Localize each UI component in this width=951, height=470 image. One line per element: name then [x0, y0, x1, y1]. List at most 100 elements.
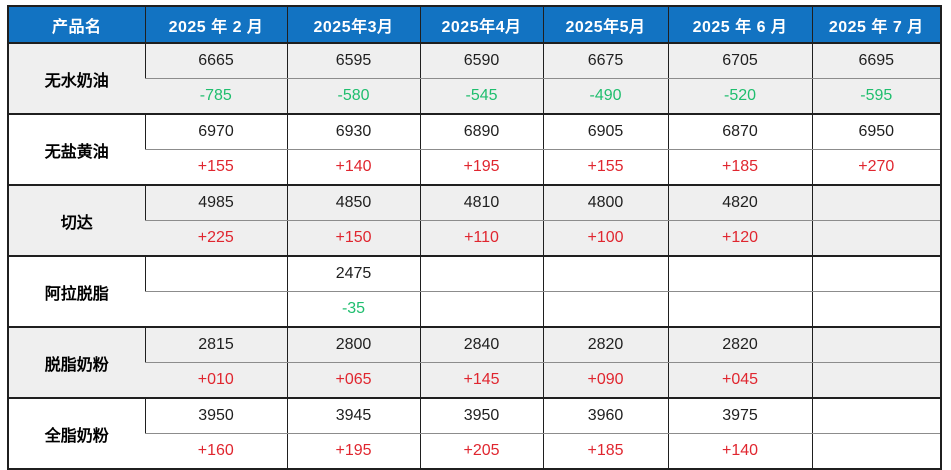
change-cell: -785 — [145, 78, 287, 115]
price-cell: 6590 — [419, 43, 543, 79]
header-month-feb: 2025 年 2 月 — [144, 6, 287, 44]
header-month-jul: 2025 年 7 月 — [811, 6, 941, 44]
header-row: 产品名 2025 年 2 月 2025年3月 2025年4月 2025年5月 2… — [8, 6, 941, 44]
price-cell: 2815 — [144, 327, 287, 363]
change-cell — [811, 220, 941, 257]
change-cell: +225 — [145, 220, 287, 257]
price-cell: 4800 — [542, 185, 668, 221]
change-cell: +145 — [419, 362, 543, 399]
header-month-jun: 2025 年 6 月 — [667, 6, 812, 44]
header-month-mar: 2025年3月 — [286, 6, 420, 44]
product-name-cell: 切达 — [8, 185, 145, 257]
change-cell — [811, 362, 941, 399]
price-row: 全脂奶粉 3950 3945 3950 3960 3975 — [8, 398, 941, 470]
change-cell: +185 — [542, 433, 668, 470]
price-cell: 3975 — [667, 398, 812, 434]
change-cell: +150 — [286, 220, 420, 257]
price-cell — [811, 185, 941, 221]
change-row: +155 +140 +195 +155 +185 +270 — [8, 149, 941, 186]
change-cell: +195 — [286, 433, 420, 470]
product-name-cell: 无盐黄油 — [8, 114, 145, 186]
change-cell: -595 — [811, 78, 941, 115]
change-cell: -520 — [667, 78, 812, 115]
price-cell: 4850 — [286, 185, 420, 221]
change-row: -35 — [8, 291, 941, 328]
price-row: 脱脂奶粉 2815 2800 2840 2820 2820 — [8, 327, 941, 399]
price-row: 无水奶油 6665 6595 6590 6675 6705 6695 — [8, 43, 941, 115]
price-cell: 2820 — [667, 327, 812, 363]
change-row: +010 +065 +145 +090 +045 — [8, 362, 941, 399]
price-cell: 6695 — [811, 43, 941, 79]
change-cell — [667, 291, 812, 328]
header-product-name: 产品名 — [8, 6, 145, 44]
price-cell: 3960 — [542, 398, 668, 434]
price-cell — [811, 256, 941, 292]
price-cell: 6970 — [144, 114, 287, 150]
price-cell — [542, 256, 668, 292]
change-cell: +045 — [667, 362, 812, 399]
change-cell: +185 — [667, 149, 812, 186]
change-cell: -35 — [286, 291, 420, 328]
price-table-body: 无水奶油 6665 6595 6590 6675 6705 6695 -785 -580 -545… — [8, 43, 941, 470]
price-cell: 6665 — [144, 43, 287, 79]
price-cell: 6950 — [811, 114, 941, 150]
price-cell: 6675 — [542, 43, 668, 79]
change-cell — [145, 291, 287, 328]
header-month-may: 2025年5月 — [542, 6, 668, 44]
price-cell — [419, 256, 543, 292]
change-cell: -490 — [542, 78, 668, 115]
product-name-cell: 脱脂奶粉 — [8, 327, 145, 399]
product-name-cell: 阿拉脱脂 — [8, 256, 145, 328]
price-cell: 6890 — [419, 114, 543, 150]
change-row: +160 +195 +205 +185 +140 — [8, 433, 941, 470]
change-cell: +205 — [419, 433, 543, 470]
price-row: 阿拉脱脂 2475 — [8, 256, 941, 328]
change-cell: +065 — [286, 362, 420, 399]
change-cell: +010 — [145, 362, 287, 399]
price-cell — [811, 398, 941, 434]
header-month-apr: 2025年4月 — [419, 6, 543, 44]
change-cell: -580 — [286, 78, 420, 115]
change-cell: +140 — [667, 433, 812, 470]
price-cell: 6595 — [286, 43, 420, 79]
change-cell — [419, 291, 543, 328]
price-cell: 6930 — [286, 114, 420, 150]
change-cell: +100 — [542, 220, 668, 257]
change-cell: +140 — [286, 149, 420, 186]
price-cell: 3950 — [144, 398, 287, 434]
price-cell: 6705 — [667, 43, 812, 79]
change-cell: +155 — [542, 149, 668, 186]
change-cell: +120 — [667, 220, 812, 257]
change-cell — [811, 433, 941, 470]
price-cell: 4985 — [144, 185, 287, 221]
price-cell: 2820 — [542, 327, 668, 363]
price-cell: 2800 — [286, 327, 420, 363]
change-cell: +090 — [542, 362, 668, 399]
change-row: +225 +150 +110 +100 +120 — [8, 220, 941, 257]
product-name-cell: 无水奶油 — [8, 43, 145, 115]
product-name-cell: 全脂奶粉 — [8, 398, 145, 470]
price-cell: 3950 — [419, 398, 543, 434]
price-row: 切达 4985 4850 4810 4800 4820 — [8, 185, 941, 257]
change-cell: +110 — [419, 220, 543, 257]
price-cell — [667, 256, 812, 292]
change-cell — [811, 291, 941, 328]
change-cell: +155 — [145, 149, 287, 186]
price-cell: 3945 — [286, 398, 420, 434]
change-cell — [542, 291, 668, 328]
price-cell: 4820 — [667, 185, 812, 221]
price-cell: 6905 — [542, 114, 668, 150]
change-row: -785 -580 -545 -490 -520 -595 — [8, 78, 941, 115]
price-cell — [144, 256, 287, 292]
price-cell: 2840 — [419, 327, 543, 363]
price-cell: 4810 — [419, 185, 543, 221]
change-cell: +160 — [145, 433, 287, 470]
price-cell: 6870 — [667, 114, 812, 150]
change-cell: -545 — [419, 78, 543, 115]
change-cell: +270 — [811, 149, 941, 186]
price-cell: 2475 — [286, 256, 420, 292]
price-table: 产品名 2025 年 2 月 2025年3月 2025年4月 2025年5月 2… — [7, 5, 942, 470]
change-cell: +195 — [419, 149, 543, 186]
price-cell — [811, 327, 941, 363]
price-row: 无盐黄油 6970 6930 6890 6905 6870 6950 — [8, 114, 941, 186]
